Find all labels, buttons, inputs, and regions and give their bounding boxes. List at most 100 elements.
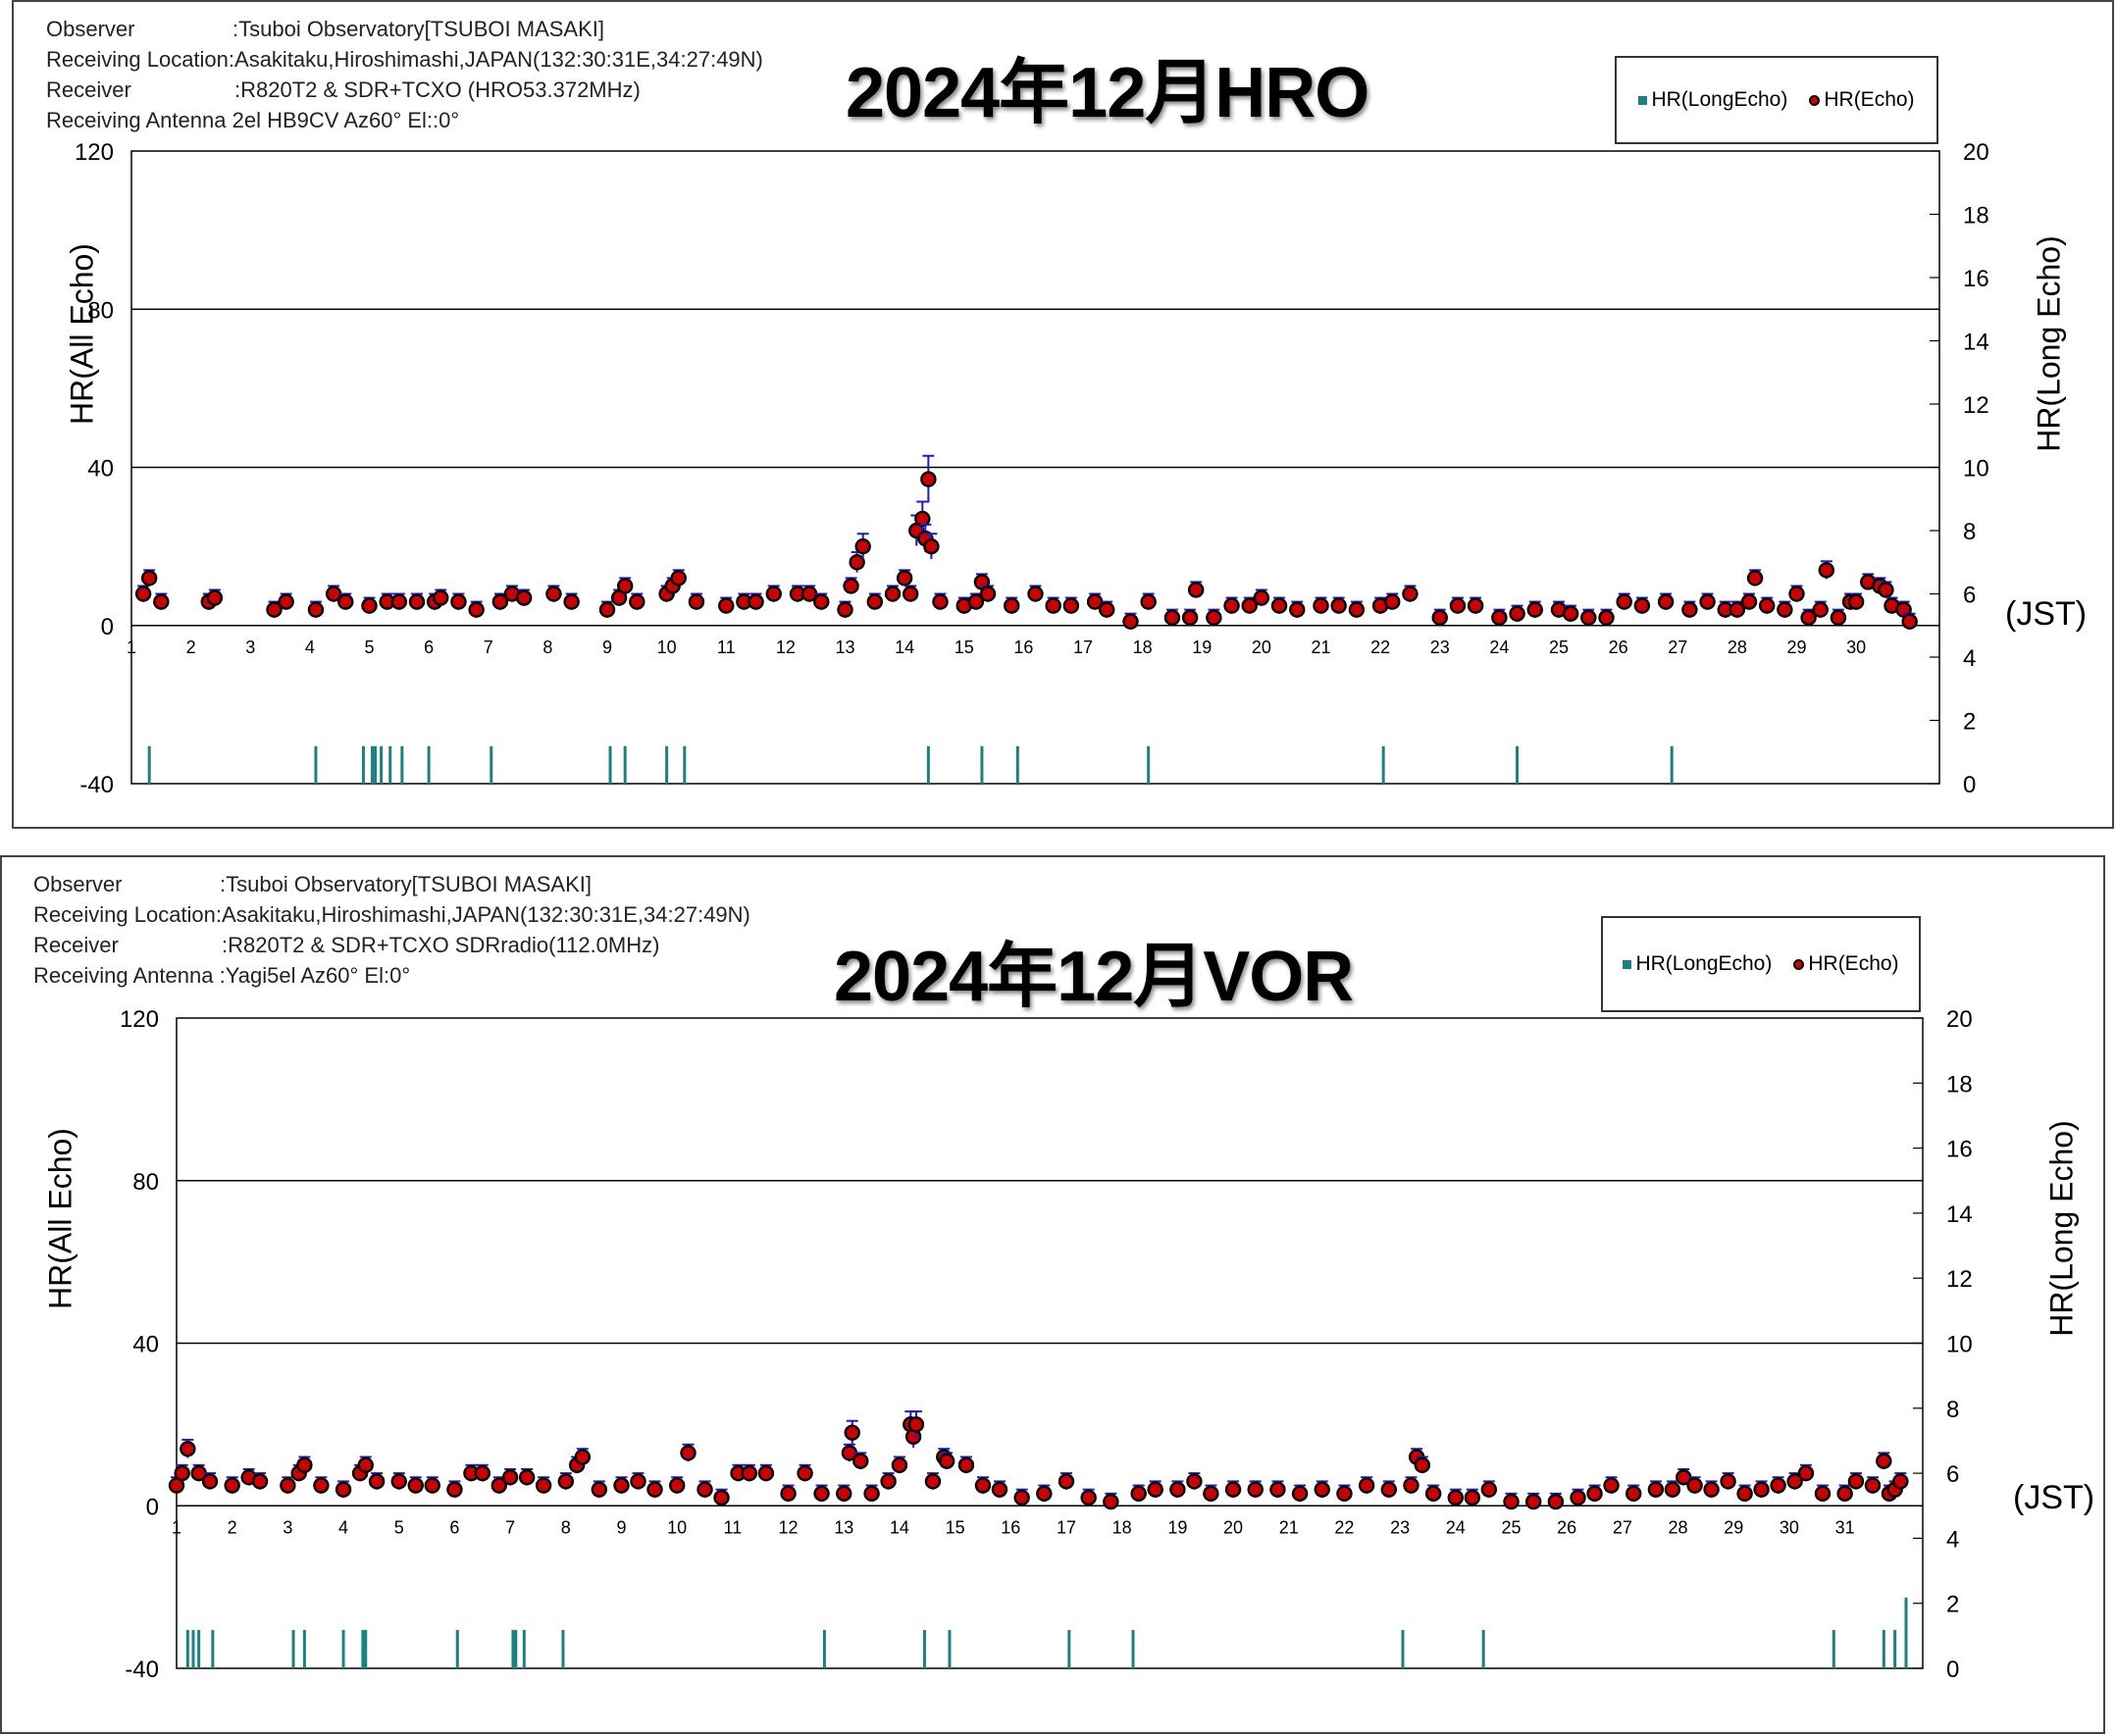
hro-echo-point <box>1681 601 1698 618</box>
vor-x-tick-label: 4 <box>338 1517 348 1537</box>
hro-echo-point <box>563 593 580 610</box>
vor-echo-point <box>613 1477 630 1494</box>
hro-echo-point <box>1187 582 1205 598</box>
hro-echo-point <box>1348 601 1366 618</box>
vor-echo-point <box>1480 1481 1498 1498</box>
hro-x-tick-label: 19 <box>1192 638 1212 657</box>
vor-antenna-label: Receiving Antenna <box>33 963 214 988</box>
hro-y-right-tick-label: 6 <box>1963 583 1976 609</box>
vor-x-tick-label: 3 <box>283 1517 292 1537</box>
hro-echo-point <box>1812 601 1829 618</box>
vor-x-tick-label: 13 <box>834 1517 853 1537</box>
hro-x-tick-label: 18 <box>1133 638 1153 657</box>
hro-echo-point <box>337 593 354 610</box>
hro-x-tick-label: 3 <box>245 638 255 657</box>
vor-echo-point <box>501 1469 519 1486</box>
vor-echo-point <box>1664 1481 1681 1498</box>
vor-echo-point <box>1524 1493 1542 1510</box>
hro-echo-point <box>134 586 152 602</box>
hro-echo-point <box>1384 593 1401 610</box>
vor-echo-point <box>1464 1489 1481 1506</box>
vor-y-left-tick-label: 0 <box>146 1494 159 1520</box>
hro-x-tick-label: 12 <box>776 638 796 657</box>
vor-echo-point <box>1080 1489 1097 1506</box>
hro-echo-point <box>1140 593 1157 610</box>
hro-observer-label: Observer <box>46 17 135 41</box>
vor-echo-point <box>1147 1481 1163 1498</box>
vor-echo-point <box>180 1441 196 1457</box>
vor-y-right-tick-label: 0 <box>1946 1657 1959 1683</box>
hro-echo-point <box>884 586 902 602</box>
vor-x-tick-label: 7 <box>505 1517 515 1537</box>
hro-echo-point <box>1526 601 1543 618</box>
hro-echo-point <box>433 589 449 606</box>
vor-echo-point <box>1203 1485 1219 1503</box>
vor-echo-point <box>852 1453 869 1469</box>
vor-echo-point <box>335 1481 352 1498</box>
vor-echo-point <box>1686 1477 1703 1494</box>
hro-echo-point <box>1402 586 1419 602</box>
vor-x-tick-label: 5 <box>394 1517 404 1537</box>
vor-echo-point <box>880 1473 897 1490</box>
vor-x-tick-label: 6 <box>449 1517 459 1537</box>
vor-echo-point <box>1876 1453 1892 1469</box>
vor-echo-point <box>1797 1464 1815 1482</box>
vor-echo-point <box>1753 1481 1770 1498</box>
vor-echo-point <box>518 1469 536 1486</box>
hro-x-tick-label: 11 <box>717 638 736 657</box>
hro-echo-point <box>1206 609 1222 626</box>
hro-echo-point <box>1045 597 1061 614</box>
hro-x-unit-label: (JST) <box>2005 595 2088 633</box>
hro-echo-point <box>1901 613 1918 630</box>
hro-echo-point <box>408 593 426 610</box>
vor-echo-point <box>1720 1473 1736 1490</box>
vor-x-tick-label: 14 <box>890 1517 909 1537</box>
hro-echo-point <box>545 586 562 602</box>
hro-y-left-tick-label: -40 <box>79 772 114 798</box>
vor-echo-point <box>1186 1473 1203 1490</box>
hro-y-left-tick-label: 120 <box>75 139 114 166</box>
hro-echo-point <box>967 593 985 610</box>
echo-marker-icon <box>1809 94 1821 106</box>
hro-echo-point <box>1289 601 1306 618</box>
vor-echo-point <box>296 1456 313 1474</box>
hro-echo-point <box>153 593 170 610</box>
vor-echo-point <box>844 1424 860 1441</box>
vor-echo-point <box>1703 1481 1720 1498</box>
hro-echo-point <box>1449 597 1467 614</box>
hro-echo-point <box>1027 586 1044 602</box>
vor-echo-point <box>836 1485 852 1503</box>
vor-x-tick-label: 27 <box>1613 1517 1632 1537</box>
hro-x-tick-label: 25 <box>1549 638 1569 657</box>
hro-echo-point <box>1830 609 1847 626</box>
hro-y-right-tick-label: 14 <box>1963 330 1989 356</box>
hro-echo-point <box>1270 597 1288 614</box>
vor-x-tick-label: 29 <box>1724 1517 1743 1537</box>
hro-legend-long-echo: HR(LongEcho) <box>1638 88 1787 112</box>
hro-echo-point <box>1598 609 1615 626</box>
vor-echo-point <box>1447 1489 1465 1506</box>
hro-echo-point <box>837 601 853 618</box>
vor-x-tick-label: 30 <box>1780 1517 1799 1537</box>
hro-receiver-value: :R820T2 & SDR+TCXO (HRO53.372MHz) <box>234 77 641 102</box>
vor-echo-point <box>1847 1473 1865 1490</box>
vor-echo-point <box>1864 1477 1882 1494</box>
vor-x-tick-label: 12 <box>779 1517 799 1537</box>
vor-location-label: Receiving Location <box>33 902 216 927</box>
vor-y-right-tick-label: 20 <box>1946 1006 1973 1033</box>
vor-echo-point <box>1380 1481 1397 1498</box>
hro-echo-point <box>854 537 871 555</box>
hro-echo-point <box>598 601 616 618</box>
hro-antenna-label: Receiving Antenna <box>46 108 227 132</box>
vor-x-tick-label: 10 <box>667 1517 687 1537</box>
vor-x-tick-label: 31 <box>1835 1517 1855 1537</box>
vor-y-right-tick-label: 10 <box>1946 1332 1973 1358</box>
hro-x-tick-label: 8 <box>542 638 552 657</box>
vor-x-tick-label: 19 <box>1167 1517 1187 1537</box>
hro-echo-point <box>307 601 325 618</box>
hro-x-tick-label: 9 <box>602 638 612 657</box>
vor-observer-value: :Tsuboi Observatory[TSUBOI MASAKI] <box>220 872 593 896</box>
vor-echo-point <box>1547 1493 1565 1510</box>
vor-echo-point <box>357 1456 374 1474</box>
vor-echo-point <box>797 1464 813 1482</box>
